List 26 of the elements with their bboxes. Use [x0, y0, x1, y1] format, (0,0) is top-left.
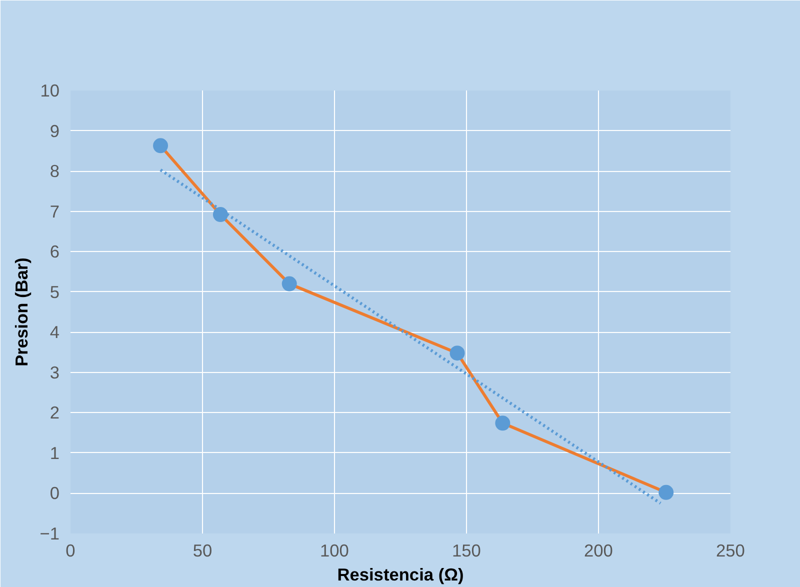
x-tick-label: 100	[320, 540, 349, 560]
point	[495, 416, 510, 431]
x-tick-label: 0	[66, 540, 76, 560]
y-tick-label: 10	[40, 80, 60, 100]
y-tick-label: 2	[50, 402, 60, 423]
y-tick-label: 6	[50, 242, 60, 262]
x-axis-title: Resistencia (Ω)	[337, 564, 464, 584]
y-tick-label: 8	[50, 161, 60, 182]
x-tick-label: 250	[716, 540, 745, 560]
y-axis-title: Presion (Bar)	[12, 258, 32, 366]
point	[153, 138, 168, 154]
point	[282, 276, 297, 292]
y-tick-label: 4	[50, 322, 60, 342]
y-tick-label: 0	[50, 483, 60, 504]
y-tick-label: 9	[50, 120, 60, 141]
x-tick-label: 50	[192, 540, 212, 560]
y-tick-label: 7	[50, 201, 60, 222]
y-tick-label: 1	[50, 442, 60, 463]
point	[450, 346, 465, 361]
x-tick-label: 200	[584, 540, 613, 560]
y-tick-label: 3	[50, 362, 60, 382]
point	[212, 207, 228, 222]
y-tick-label: −1	[40, 524, 60, 544]
point	[658, 484, 674, 500]
x-tick-label: 150	[452, 540, 481, 560]
y-tick-label: 5	[50, 282, 60, 302]
